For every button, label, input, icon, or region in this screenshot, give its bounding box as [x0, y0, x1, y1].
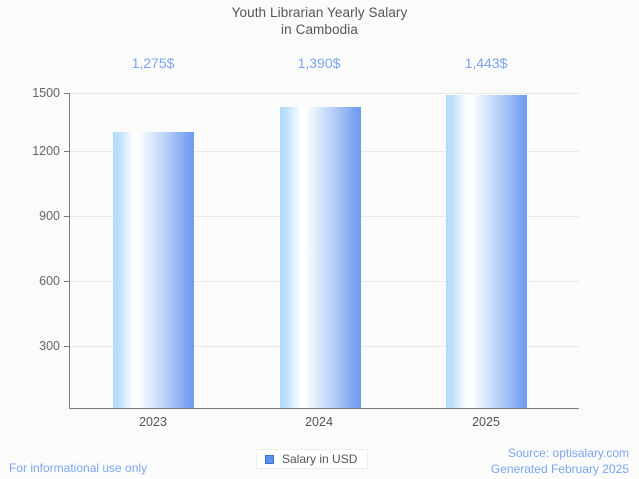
chart-legend[interactable]: Salary in USD [256, 449, 369, 469]
legend-swatch-icon [265, 454, 274, 464]
gridline-1500 [70, 93, 579, 94]
footer-source: Source: optisalary.com [507, 446, 629, 460]
y-axis-label-1500: 1500 [32, 86, 60, 100]
bar-2023[interactable] [113, 132, 194, 408]
footer-disclaimer: For informational use only [9, 461, 148, 475]
x-axis-label-2025: 2025 [472, 415, 500, 429]
bar-value-label-2025: 1,443$ [464, 55, 508, 71]
bar-2025[interactable] [446, 95, 527, 408]
bar-2024[interactable] [280, 107, 361, 408]
y-axis-label-300: 300 [39, 339, 60, 353]
tick-900 [64, 216, 70, 217]
footer-source-block: Source: optisalary.com Generated Februar… [491, 446, 629, 477]
x-axis-line [69, 408, 579, 409]
tick-1500 [64, 93, 70, 94]
chart-title: Youth Librarian Yearly Salary in Cambodi… [0, 4, 639, 38]
plot-area [64, 93, 579, 409]
tick-300 [64, 346, 70, 347]
y-axis-label-1200: 1200 [32, 144, 60, 158]
bar-value-label-2023: 1,275$ [131, 55, 175, 71]
legend-label-salary: Salary in USD [282, 451, 358, 466]
x-axis-label-2024: 2024 [305, 415, 333, 429]
chart-title-line-1: Youth Librarian Yearly Salary [231, 5, 408, 20]
bar-value-label-2024: 1,390$ [297, 55, 341, 71]
footer-generated-date: Generated February 2025 [490, 461, 629, 476]
x-axis-label-2023: 2023 [139, 415, 167, 429]
y-axis-line [69, 93, 70, 409]
y-axis-label-900: 900 [39, 209, 60, 223]
y-axis-label-600: 600 [39, 274, 60, 288]
chart-title-line-2: in Cambodia [281, 22, 358, 37]
tick-1200 [64, 151, 70, 152]
tick-600 [64, 281, 70, 282]
